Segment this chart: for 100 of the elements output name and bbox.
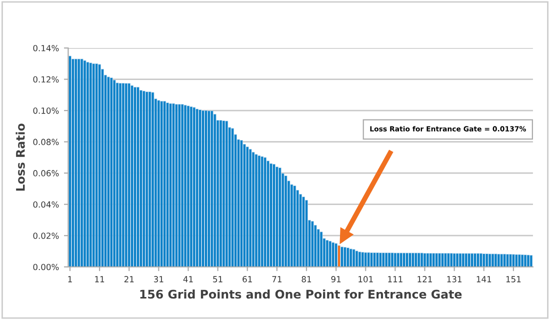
bar — [352, 249, 356, 267]
bar — [432, 253, 436, 267]
bar — [258, 155, 261, 267]
bar — [151, 92, 154, 267]
bar — [355, 250, 358, 267]
bar — [426, 253, 430, 267]
bar — [316, 228, 320, 267]
bar — [172, 103, 175, 267]
y-tick-label: 0.02% — [33, 232, 59, 239]
bar — [275, 166, 278, 267]
bar — [169, 103, 172, 267]
bar — [370, 252, 373, 267]
bar — [210, 110, 214, 267]
x-tick-label: 141 — [476, 276, 492, 282]
y-tick-label: 0.14% — [33, 44, 59, 52]
bar — [388, 252, 391, 267]
y-tick-label: 0.00% — [33, 264, 59, 270]
bar — [346, 248, 350, 267]
x-tick-label: 91 — [331, 276, 341, 282]
bar — [299, 194, 302, 267]
bar — [260, 156, 264, 267]
y-axis-title: Loss Ratio — [16, 124, 25, 191]
bar — [524, 254, 527, 267]
bar — [497, 254, 500, 267]
bar — [240, 140, 243, 267]
bar — [302, 196, 305, 267]
bar — [384, 252, 388, 267]
bar — [134, 86, 136, 267]
bar — [464, 253, 468, 267]
bar — [394, 252, 397, 267]
bar — [506, 254, 509, 267]
bar — [408, 252, 412, 267]
bar — [160, 100, 164, 267]
bar — [231, 128, 234, 267]
bar — [136, 86, 140, 267]
x-tick-label: 81 — [302, 276, 312, 282]
bar — [163, 100, 166, 267]
bar — [476, 253, 480, 267]
bar — [479, 253, 482, 267]
bar — [526, 254, 530, 267]
bar — [503, 254, 506, 267]
bar — [192, 107, 196, 267]
bar — [290, 184, 294, 267]
bar — [272, 164, 276, 267]
bar — [456, 253, 459, 267]
bar — [402, 252, 406, 267]
bar — [494, 254, 498, 267]
bar — [530, 255, 533, 267]
y-tick-label: 0.08% — [33, 138, 59, 146]
bar — [202, 110, 204, 267]
bar — [148, 92, 152, 267]
x-tick-label: 1 — [68, 276, 72, 282]
bar — [266, 160, 270, 267]
bar — [378, 252, 382, 267]
x-tick-label: 111 — [388, 276, 402, 282]
bar — [328, 240, 332, 267]
x-tick-label: 101 — [358, 276, 373, 282]
bar — [514, 254, 518, 267]
bar — [284, 176, 288, 267]
y-tick-label: 0.04% — [33, 201, 59, 208]
bar — [83, 60, 86, 267]
bar — [198, 110, 202, 267]
bar — [293, 186, 296, 267]
bar — [332, 242, 335, 267]
bar — [334, 243, 338, 267]
bar — [184, 104, 187, 267]
bar — [180, 104, 184, 267]
bar — [219, 120, 222, 267]
bar — [130, 85, 134, 267]
bar — [462, 253, 465, 267]
bar — [446, 253, 450, 267]
bar — [367, 252, 370, 267]
bar — [491, 254, 494, 267]
bar — [500, 254, 504, 267]
y-tick-label: 0.06% — [33, 170, 59, 176]
bar — [186, 106, 190, 267]
bar — [474, 253, 476, 267]
bar — [444, 253, 447, 267]
bar — [396, 252, 400, 267]
bar — [74, 58, 78, 267]
bar — [414, 252, 418, 267]
bar — [112, 80, 116, 267]
x-axis-title: 156 Grid Points and One Point for Entrance Gate — [140, 290, 462, 299]
bar — [485, 254, 488, 267]
x-tick-label: 121 — [418, 276, 432, 282]
bar — [71, 58, 74, 267]
bar — [196, 108, 199, 267]
bar — [406, 252, 408, 267]
bar — [242, 144, 246, 267]
bar — [116, 82, 119, 267]
bar — [441, 253, 444, 267]
bar — [157, 100, 160, 267]
bar — [124, 83, 128, 267]
bar — [373, 252, 376, 267]
y-tick-label: 0.12% — [33, 76, 59, 83]
bar — [310, 221, 314, 267]
bar — [278, 168, 282, 267]
bar — [438, 253, 441, 267]
bar — [411, 252, 414, 267]
bar — [254, 154, 258, 267]
